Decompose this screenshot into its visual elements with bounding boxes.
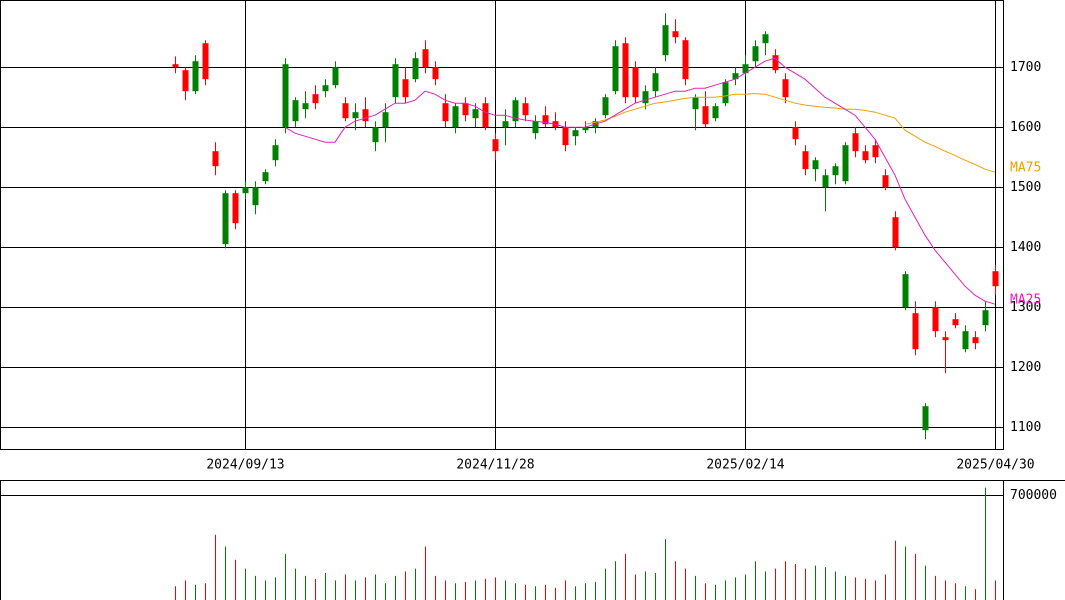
candle-body bbox=[232, 193, 239, 224]
candle-body bbox=[792, 127, 799, 140]
candle-body bbox=[922, 406, 929, 431]
volume-tick-label: 700000 bbox=[1010, 488, 1057, 503]
candle-body bbox=[662, 25, 669, 56]
candle-body bbox=[172, 64, 179, 68]
candle-body bbox=[502, 121, 509, 128]
candle-body bbox=[802, 151, 809, 170]
candle-body bbox=[972, 337, 979, 344]
candle-body bbox=[512, 100, 519, 122]
candle-body bbox=[982, 310, 989, 326]
candle-body bbox=[262, 172, 269, 182]
candle-body bbox=[882, 175, 889, 188]
candle-body bbox=[952, 319, 959, 326]
candle-body bbox=[532, 121, 539, 134]
candle-body bbox=[192, 61, 199, 92]
candle-body bbox=[892, 217, 899, 248]
candle-body bbox=[602, 97, 609, 116]
candle-body bbox=[202, 43, 209, 80]
candle-body bbox=[742, 64, 749, 74]
candle-body bbox=[932, 307, 939, 332]
candle-body bbox=[822, 175, 829, 188]
candle-body bbox=[912, 313, 919, 350]
candle-body bbox=[862, 151, 869, 161]
candle-body bbox=[272, 145, 279, 161]
y-tick-label: 1400 bbox=[1010, 240, 1041, 255]
candle-body bbox=[292, 100, 299, 122]
x-tick-label: 2024/09/13 bbox=[206, 458, 284, 473]
candle-body bbox=[312, 94, 319, 104]
moving-average-line bbox=[284, 57, 996, 305]
moving-average-label: MA25 bbox=[1010, 293, 1041, 308]
candle-body bbox=[672, 31, 679, 38]
price-panel bbox=[0, 0, 1004, 450]
moving-average-line bbox=[584, 93, 996, 173]
candle-body bbox=[182, 70, 189, 92]
candle-body bbox=[372, 127, 379, 143]
candle-body bbox=[652, 73, 659, 92]
candle-body bbox=[732, 73, 739, 80]
candle-body bbox=[302, 103, 309, 110]
candle-body bbox=[902, 274, 909, 308]
candle-body bbox=[852, 133, 859, 152]
candle-body bbox=[412, 58, 419, 80]
candle-body bbox=[492, 139, 499, 152]
y-tick-label: 1300 bbox=[1010, 300, 1041, 315]
candle-body bbox=[362, 109, 369, 122]
candle-body bbox=[712, 106, 719, 119]
candle-body bbox=[222, 193, 229, 245]
candle-body bbox=[322, 85, 329, 92]
candle-body bbox=[392, 64, 399, 98]
candle-body bbox=[612, 46, 619, 92]
candle-body bbox=[422, 49, 429, 68]
y-tick-label: 1500 bbox=[1010, 180, 1041, 195]
candle-body bbox=[432, 67, 439, 80]
candle-body bbox=[692, 97, 699, 110]
candle-body bbox=[472, 109, 479, 119]
candle-body bbox=[572, 130, 579, 137]
candle-body bbox=[682, 40, 689, 80]
candle-body bbox=[762, 34, 769, 44]
candle-body bbox=[382, 112, 389, 128]
candle-body bbox=[942, 337, 949, 341]
y-tick-label: 1600 bbox=[1010, 120, 1041, 135]
candle-body bbox=[962, 331, 969, 350]
y-tick-label: 1200 bbox=[1010, 360, 1041, 375]
candle-body bbox=[992, 271, 999, 287]
candle-body bbox=[252, 187, 259, 206]
candle-body bbox=[632, 67, 639, 98]
candle-body bbox=[872, 145, 879, 158]
candle-body bbox=[832, 166, 839, 176]
y-tick-label: 1100 bbox=[1010, 420, 1041, 435]
y-tick-label: 1700 bbox=[1010, 60, 1041, 75]
candle-body bbox=[702, 106, 709, 125]
candle-body bbox=[722, 82, 729, 104]
candle-body bbox=[352, 112, 359, 119]
candle-body bbox=[342, 103, 349, 119]
candle-body bbox=[812, 160, 819, 170]
candle-body bbox=[442, 103, 449, 122]
candle-body bbox=[622, 43, 629, 98]
candle-body bbox=[842, 145, 849, 182]
candle-body bbox=[522, 103, 529, 116]
candle-body bbox=[642, 91, 649, 104]
candle-body bbox=[752, 46, 759, 62]
candle-body bbox=[542, 115, 549, 125]
candle-body bbox=[782, 79, 789, 98]
x-tick-label: 2025/02/14 bbox=[706, 458, 784, 473]
candle-body bbox=[772, 55, 779, 71]
candle-body bbox=[482, 103, 489, 128]
candle-body bbox=[562, 127, 569, 146]
x-tick-label: 2024/11/28 bbox=[456, 458, 534, 473]
candle-body bbox=[332, 67, 339, 86]
candle-body bbox=[242, 187, 249, 194]
candle-body bbox=[452, 106, 459, 128]
candle-body bbox=[212, 151, 219, 167]
candle-body bbox=[582, 127, 589, 131]
moving-average-label: MA75 bbox=[1010, 161, 1041, 176]
x-tick-label: 2025/04/30 bbox=[956, 458, 1034, 473]
candle-body bbox=[462, 103, 469, 116]
candle-body bbox=[282, 64, 289, 128]
candle-body bbox=[402, 79, 409, 98]
